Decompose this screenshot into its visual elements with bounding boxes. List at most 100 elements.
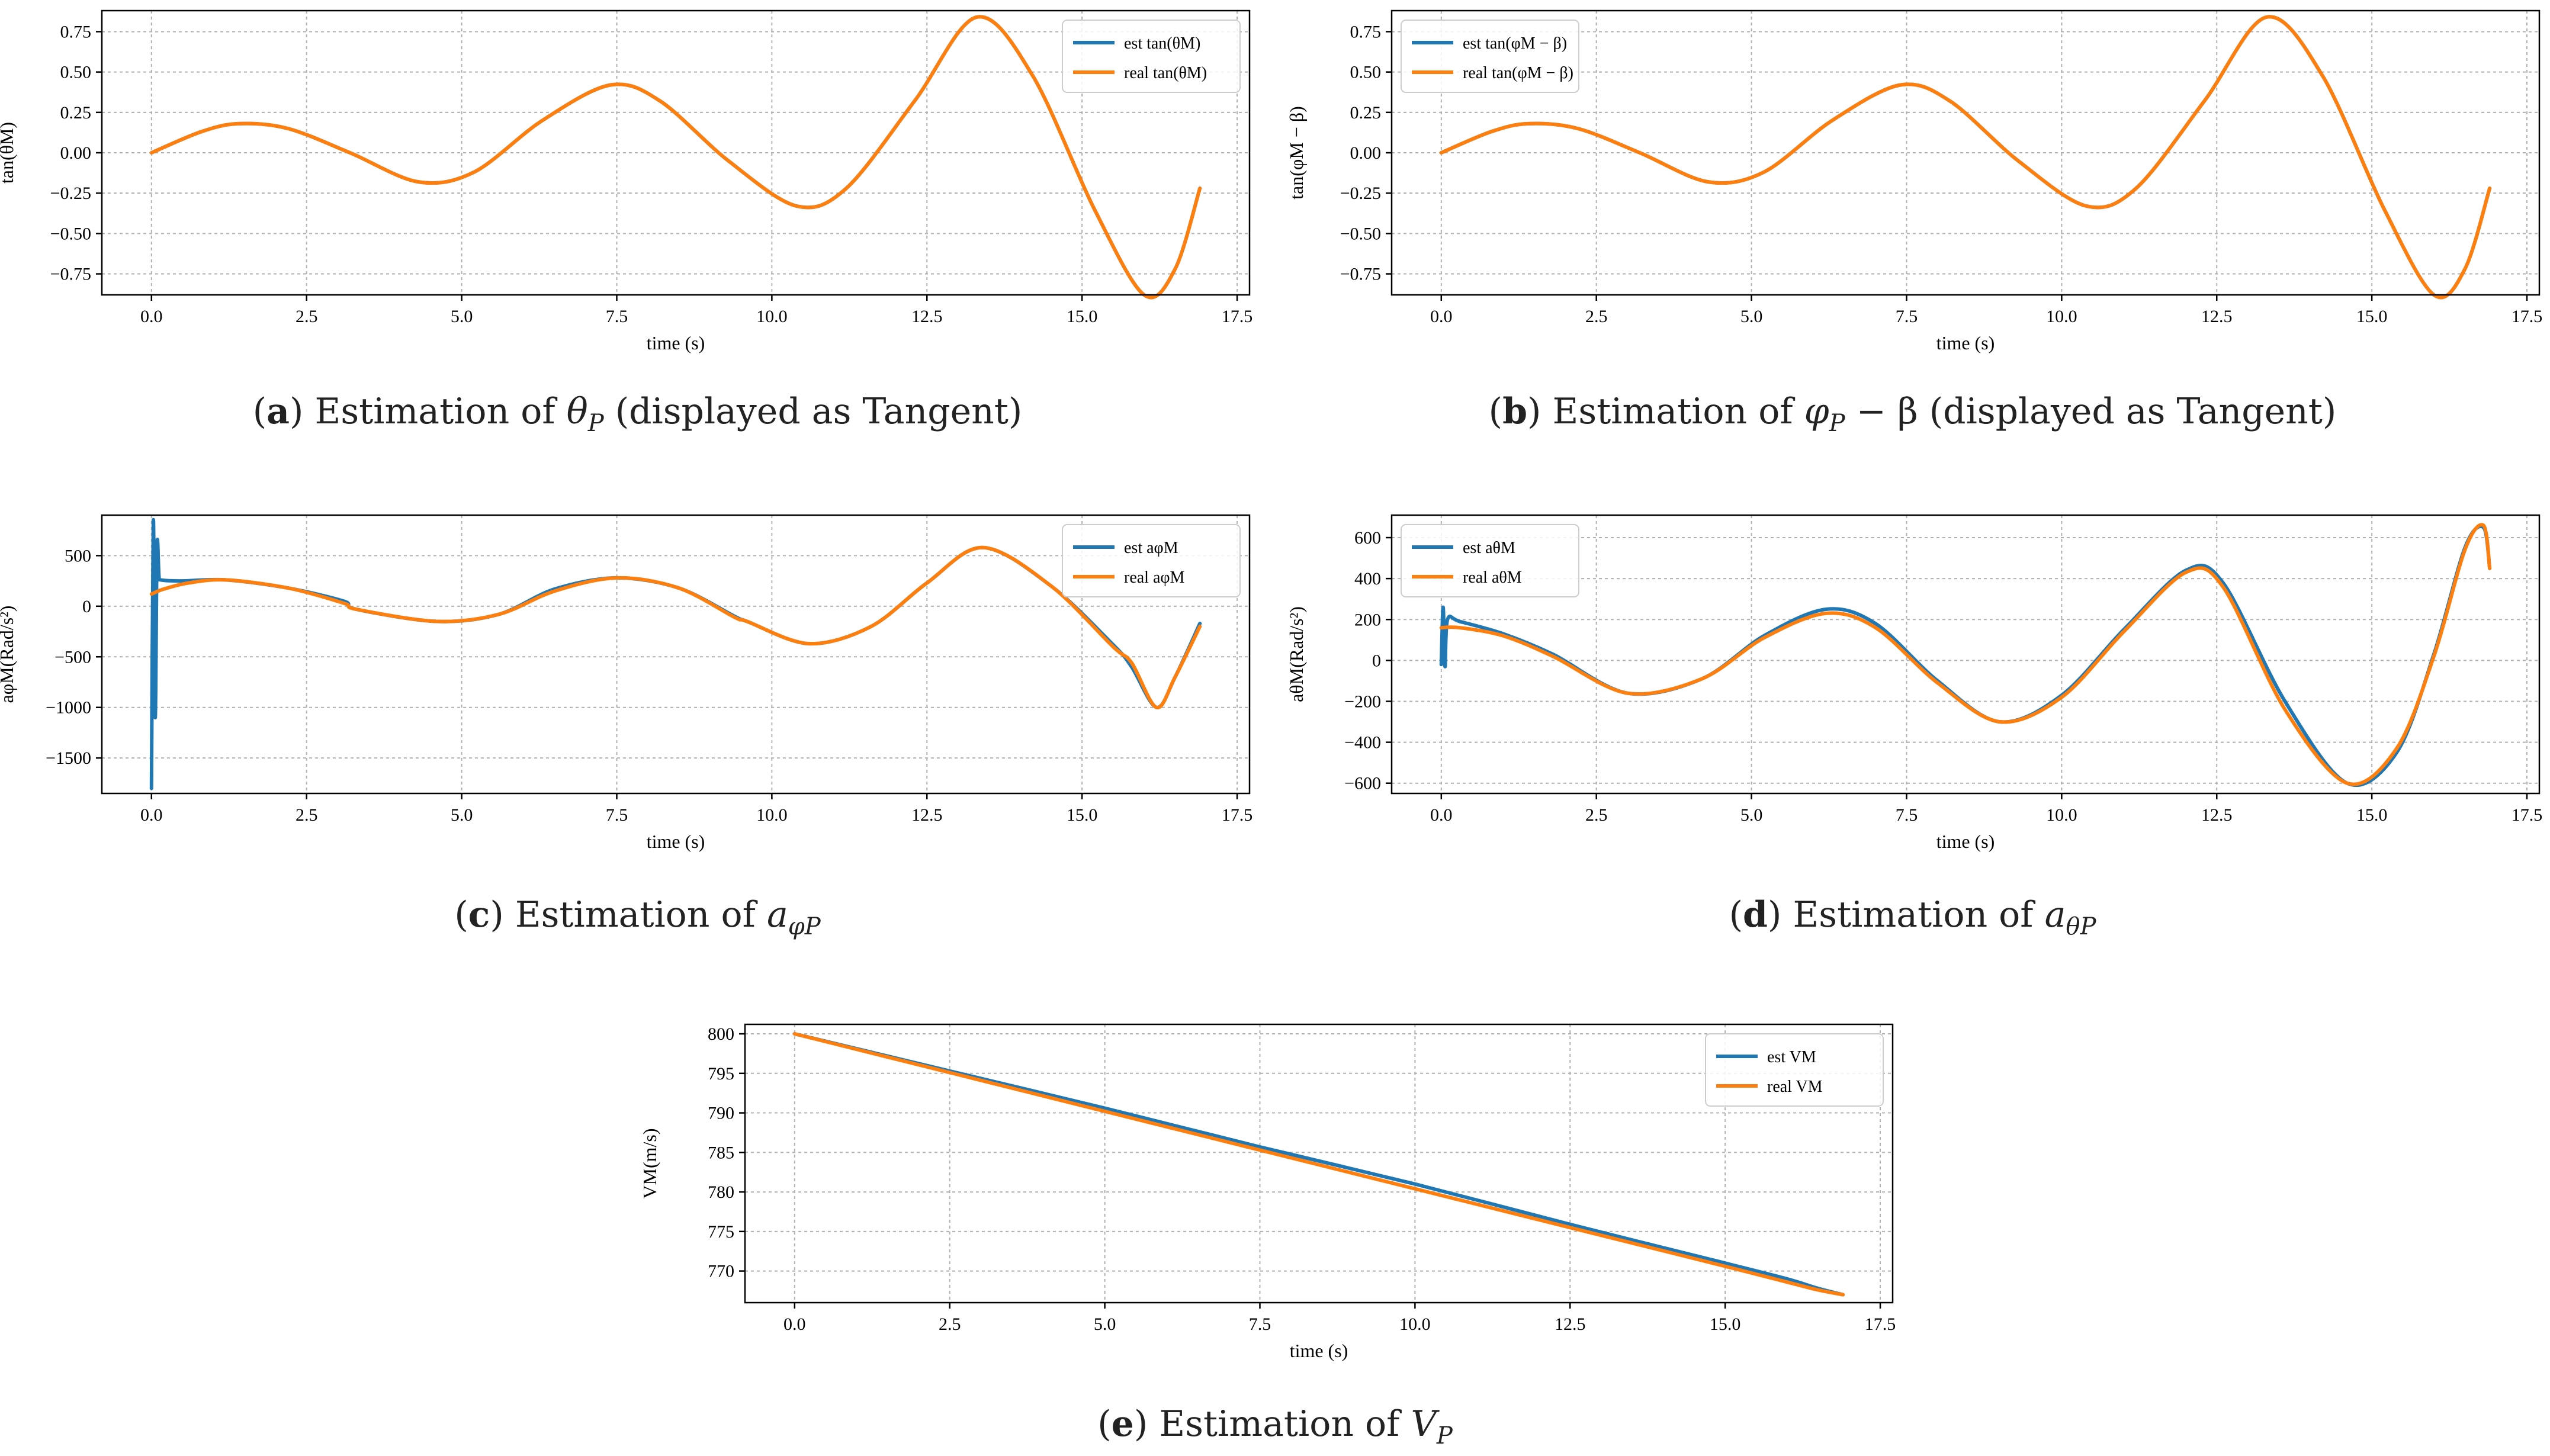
y-tick-label: −200 xyxy=(1344,692,1381,711)
legend: est tan(φM − β) real tan(φM − β) xyxy=(1401,20,1579,93)
chart-e: 0.0 2.5 5.0 7.5 10.0 12.5 15.0 17.5 770 775 780 785… xyxy=(639,1023,1896,1361)
legend-label-est: est VM xyxy=(1767,1048,1816,1066)
x-tick-label: 7.5 xyxy=(1896,307,1918,326)
x-axis-label: time (s) xyxy=(647,332,705,353)
x-tick-label: 2.5 xyxy=(939,1314,961,1334)
chart-a: 0.0 2.5 5.0 7.5 10.0 12.5 15.0 17.5 −0.75 −0.50 −0… xyxy=(0,9,1252,353)
y-tick-label: 0.50 xyxy=(60,63,92,82)
caption-c: (c) Estimation of aφP xyxy=(454,894,821,940)
x-tick-label: 15.0 xyxy=(1710,1314,1741,1334)
caption-symbol: V xyxy=(1411,1403,1437,1445)
caption-prefix: Estimation of xyxy=(1793,894,2045,936)
chart-d: 0.0 2.5 5.0 7.5 10.0 12.5 15.0 17.5 −600 −400 −200… xyxy=(1286,514,2543,852)
series-group xyxy=(149,518,1202,790)
x-tick-label: 2.5 xyxy=(296,307,318,326)
y-tick-label: −0.75 xyxy=(1340,265,1381,284)
y-axis-label: aθM(Rad/s²) xyxy=(1286,606,1307,702)
caption-subscript: P xyxy=(587,410,604,437)
y-tick-label: 785 xyxy=(708,1143,734,1162)
y-tick-label: 0.50 xyxy=(1350,63,1382,82)
y-tick-label: 0.25 xyxy=(1350,103,1382,123)
caption-e: (e) Estimation of VP xyxy=(1097,1403,1453,1449)
x-tick-label: 12.5 xyxy=(2201,307,2233,326)
x-tick-label: 17.5 xyxy=(1222,805,1253,825)
legend-label-est: est tan(θM) xyxy=(1124,34,1200,53)
x-tick-label: 17.5 xyxy=(1865,1314,1896,1334)
y-tick-label: −1500 xyxy=(46,748,91,768)
series-line-real xyxy=(149,15,1202,300)
x-tick-label: 17.5 xyxy=(2512,307,2543,326)
x-tick-label: 2.5 xyxy=(1585,805,1608,825)
caption-prefix: Estimation of xyxy=(1552,391,1804,432)
caption-subscript: P xyxy=(1436,1422,1453,1449)
series-group xyxy=(149,15,1202,300)
x-tick-label: 17.5 xyxy=(2512,805,2543,825)
caption-prefix: Estimation of xyxy=(515,894,767,936)
y-tick-label: 600 xyxy=(1354,528,1381,548)
caption-label: a xyxy=(266,391,290,432)
x-axis-label: time (s) xyxy=(647,831,705,852)
x-axis-label: time (s) xyxy=(1936,831,1995,852)
y-tick-label: 0.00 xyxy=(60,143,92,163)
y-tick-label: 770 xyxy=(708,1262,734,1281)
x-tick-label: 12.5 xyxy=(2201,805,2233,825)
y-tick-label: 0.75 xyxy=(60,22,92,41)
y-tick-label: 780 xyxy=(708,1182,734,1202)
legend-label-est: est tan(φM − β) xyxy=(1463,34,1567,53)
x-tick-label: 10.0 xyxy=(2046,805,2077,825)
x-tick-label: 5.0 xyxy=(451,805,473,825)
y-tick-label: 775 xyxy=(708,1222,734,1242)
caption-prefix: Estimation of xyxy=(314,391,567,432)
caption-subscript: φP xyxy=(788,913,821,940)
x-tick-label: 12.5 xyxy=(1555,1314,1586,1334)
y-axis-label: aφM(Rad/s²) xyxy=(0,606,17,703)
chart-c: 0.0 2.5 5.0 7.5 10.0 12.5 15.0 17.5 −1500 −1000 −5… xyxy=(0,514,1253,852)
x-tick-label: 2.5 xyxy=(1585,307,1608,326)
caption-symbol: θ xyxy=(566,391,588,432)
legend: est tan(θM) real tan(θM) xyxy=(1062,20,1241,93)
caption-d: (d) Estimation of aθP xyxy=(1729,894,2096,940)
x-tick-label: 12.5 xyxy=(911,805,943,825)
legend: est VM real VM xyxy=(1705,1033,1884,1107)
x-tick-label: 0.0 xyxy=(140,307,163,326)
series-line-real xyxy=(792,1032,1845,1297)
x-tick-label: 7.5 xyxy=(606,805,628,825)
chart-b: 0.0 2.5 5.0 7.5 10.0 12.5 15.0 17.5 −0.75 −0.50 −0… xyxy=(1286,9,2543,353)
caption-symbol: φ xyxy=(1804,391,1829,432)
legend-frame xyxy=(1705,1033,1884,1107)
caption-prefix: Estimation of xyxy=(1159,1403,1411,1445)
x-tick-label: 10.0 xyxy=(756,805,788,825)
series-line-real xyxy=(149,545,1202,709)
y-tick-label: −1000 xyxy=(46,698,91,718)
x-tick-label: 15.0 xyxy=(1067,307,1098,326)
series-line-real xyxy=(1439,523,2492,786)
x-tick-label: 15.0 xyxy=(2356,805,2388,825)
x-tick-label: 2.5 xyxy=(296,805,318,825)
series-group xyxy=(1439,15,2492,300)
caption-symbol: a xyxy=(766,894,788,936)
legend: est aφM real aφM xyxy=(1062,524,1241,597)
y-tick-label: 0 xyxy=(1372,651,1381,670)
x-tick-label: 10.0 xyxy=(2046,307,2077,326)
x-tick-label: 10.0 xyxy=(756,307,788,326)
x-tick-label: 0.0 xyxy=(140,805,163,825)
x-tick-label: 7.5 xyxy=(606,307,628,326)
series-line-real xyxy=(1439,15,2492,300)
series-line-est xyxy=(792,1032,1845,1297)
y-tick-label: −400 xyxy=(1344,733,1381,753)
x-tick-label: 0.0 xyxy=(783,1314,806,1334)
y-tick-label: 400 xyxy=(1354,569,1381,589)
y-tick-label: 790 xyxy=(708,1104,734,1123)
y-axis-label: tan(θM) xyxy=(0,122,17,184)
x-tick-label: 15.0 xyxy=(2356,307,2388,326)
legend-frame xyxy=(1401,524,1579,597)
legend-frame xyxy=(1062,20,1241,93)
legend-frame xyxy=(1062,524,1241,597)
y-tick-label: 0.25 xyxy=(60,103,92,123)
axes-frame xyxy=(1390,514,2541,795)
legend-label-real: real aφM xyxy=(1124,568,1185,587)
y-axis-label: VM(m/s) xyxy=(639,1128,660,1198)
x-axis-label: time (s) xyxy=(1936,332,1995,353)
x-tick-label: 0.0 xyxy=(1430,307,1453,326)
